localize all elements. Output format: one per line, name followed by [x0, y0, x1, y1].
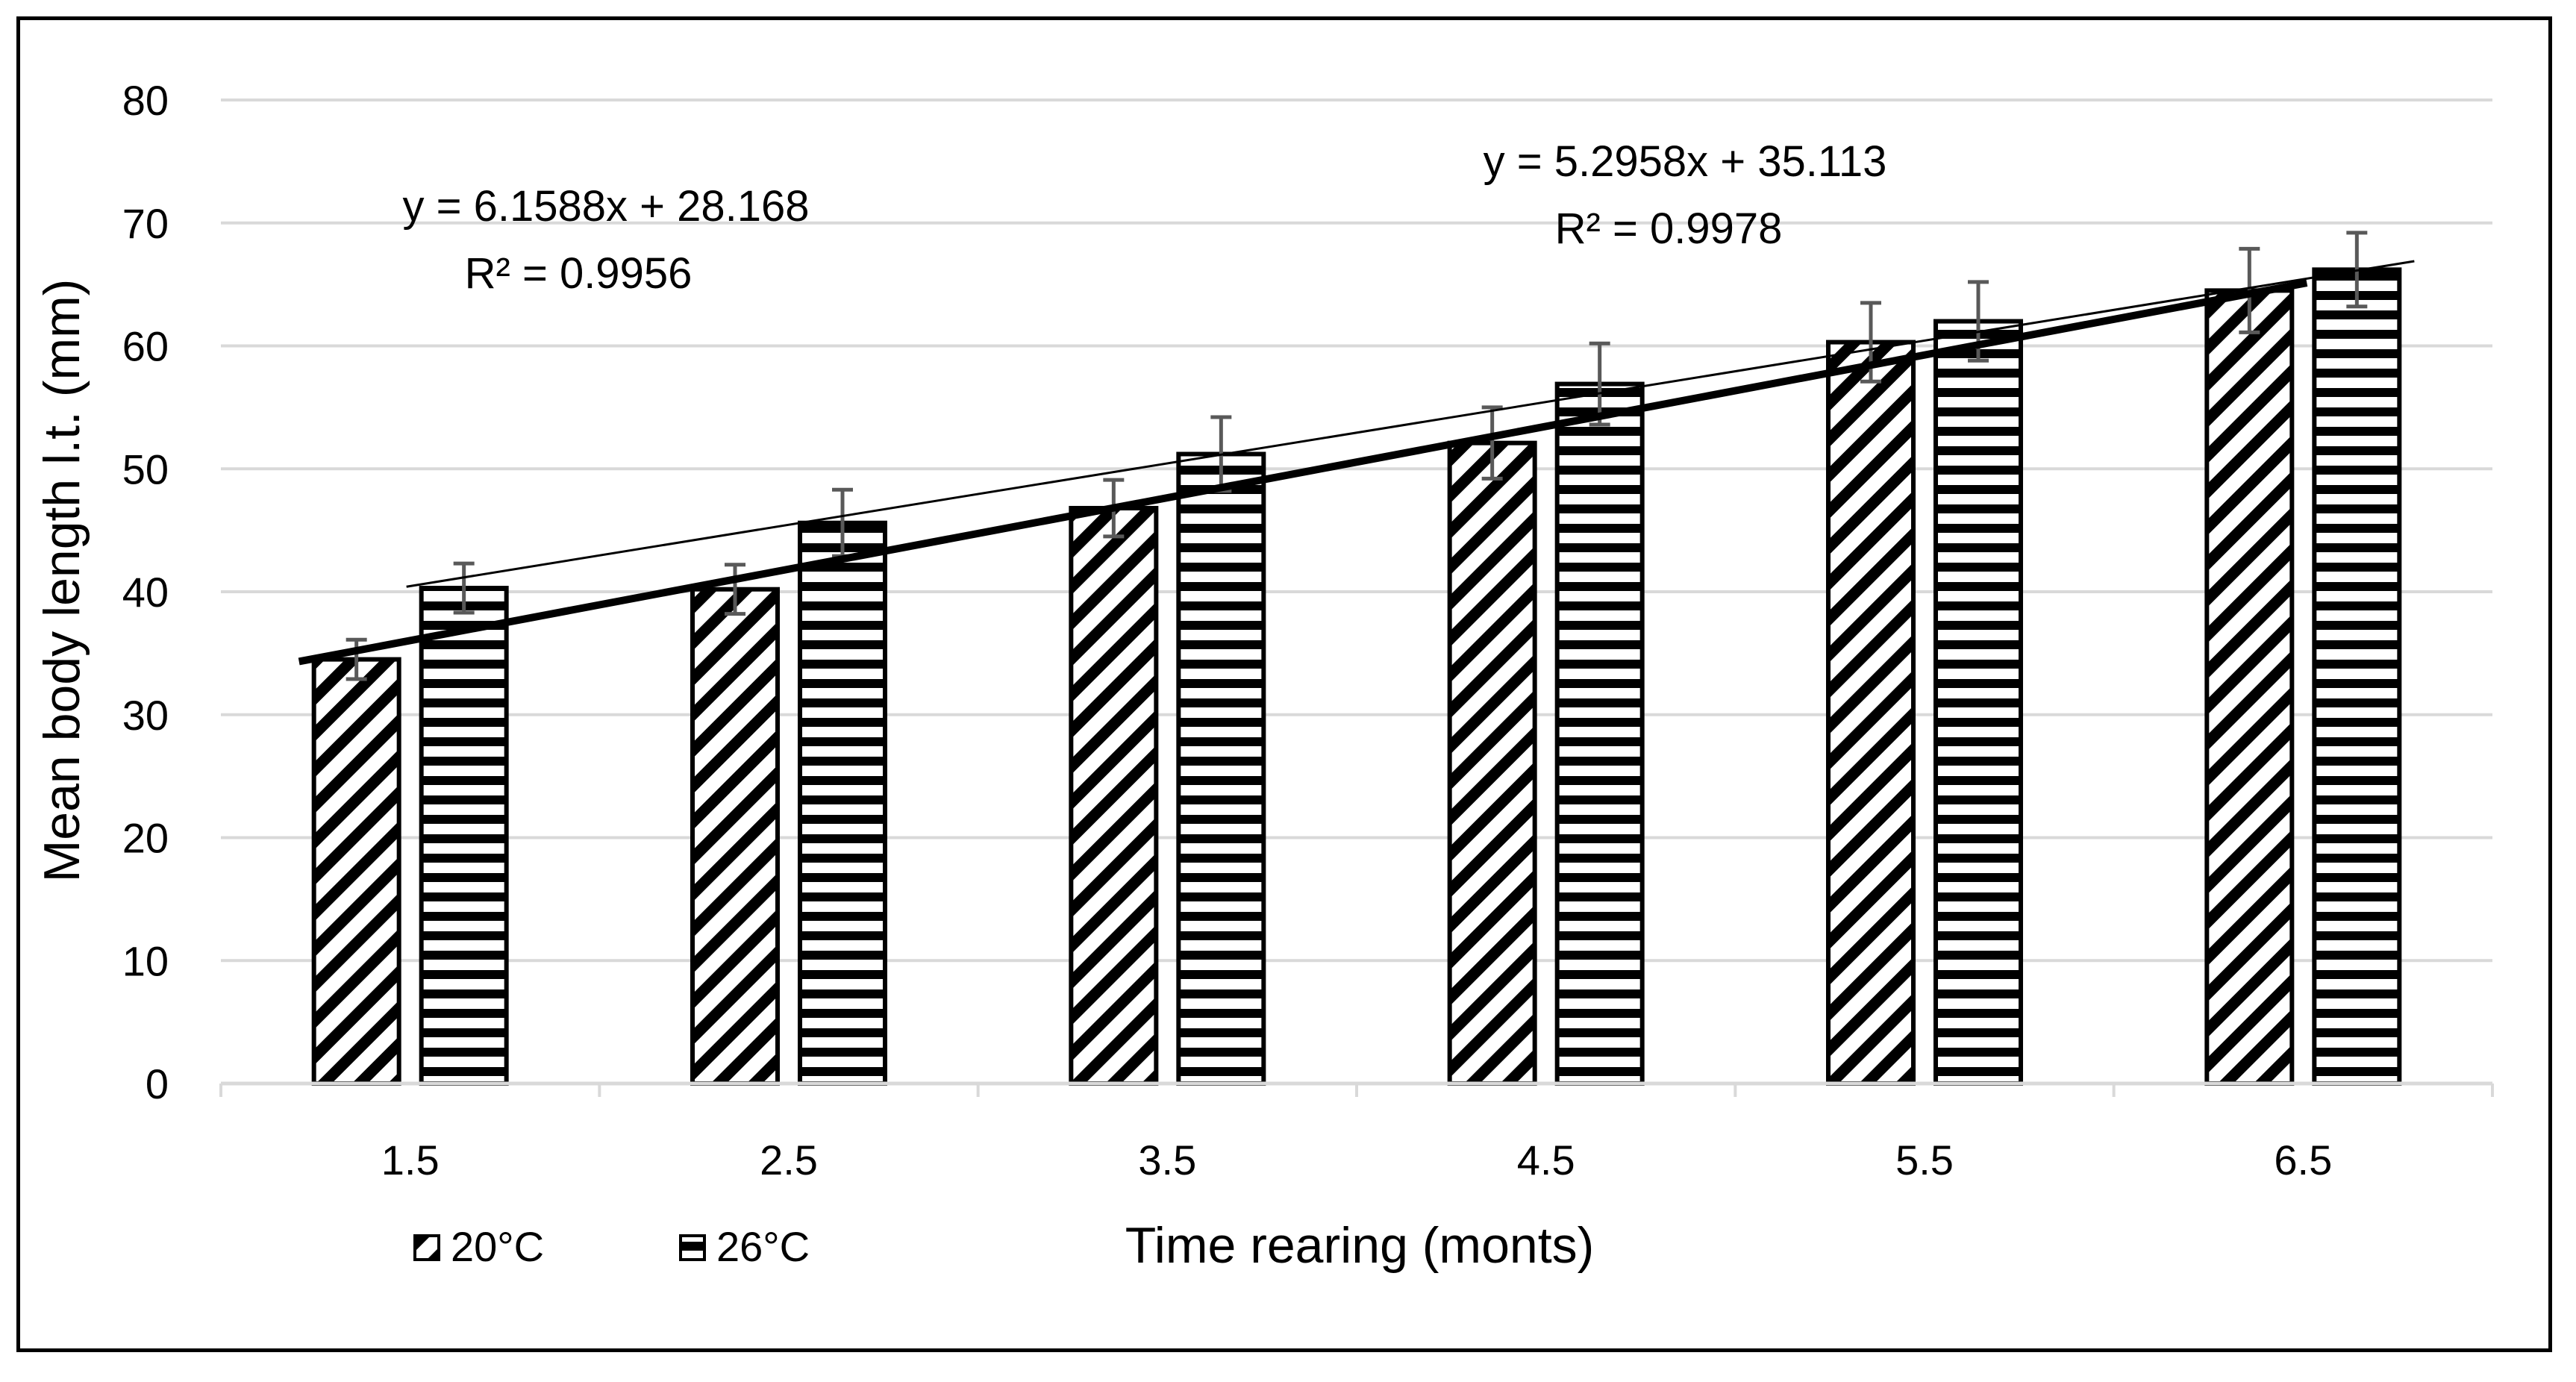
- x-tick-label: 3.5: [1138, 1136, 1196, 1184]
- bar-26C-5.5: [1933, 319, 2023, 1086]
- x-tick-label: 4.5: [1517, 1136, 1575, 1184]
- legend-label-26c: 26°C: [716, 1223, 810, 1270]
- bar-26C-3.5: [1176, 451, 1266, 1086]
- trendline-r2-2: R² = 0.9978: [1555, 204, 1783, 253]
- bar-20C-5.5: [1826, 340, 1916, 1086]
- legend: 20°C 26°C: [413, 1223, 810, 1270]
- y-tick-label: 40: [122, 569, 169, 616]
- x-tick-label: 2.5: [760, 1136, 818, 1184]
- trendline-r2-1: R² = 0.9956: [465, 249, 693, 298]
- y-tick-label: 80: [122, 77, 169, 124]
- bar-26C-1.5: [419, 586, 509, 1086]
- y-axis-ticks: 0 10 20 30 40 50 60 70 80: [122, 77, 169, 1107]
- y-tick-label: 30: [122, 692, 169, 739]
- bar-20C-3.5: [1069, 505, 1159, 1086]
- trendline-26C: [406, 260, 2415, 588]
- y-axis-title: Mean body length l.t. (mm): [34, 279, 90, 883]
- trendline-20C: [298, 279, 2308, 666]
- x-tick-label: 5.5: [1895, 1136, 1954, 1184]
- y-tick-label: 10: [122, 937, 169, 984]
- bar-20C-6.5: [2204, 288, 2295, 1086]
- x-axis-title: Time rearing (monts): [1125, 1217, 1595, 1274]
- bar-20C-2.5: [690, 587, 780, 1086]
- bar-20C-4.5: [1447, 440, 1537, 1086]
- trendline-equation-1: y = 6.1588x + 28.168: [403, 182, 810, 231]
- trendline-equation-2: y = 5.2958x + 35.113: [1484, 137, 1887, 186]
- gridlines: [221, 99, 2492, 963]
- bar-20C-1.5: [311, 657, 401, 1086]
- y-tick-label: 20: [122, 815, 169, 862]
- x-tick-label: 6.5: [2274, 1136, 2332, 1184]
- x-axis-ticks: 1.5 2.5 3.5 4.5 5.5 6.5: [381, 1136, 2333, 1184]
- x-axis: [219, 1081, 2494, 1097]
- bar-26C-2.5: [798, 520, 887, 1086]
- bar-26C-4.5: [1554, 381, 1645, 1086]
- y-tick-label: 0: [146, 1060, 169, 1107]
- bar-26C-6.5: [2312, 267, 2402, 1086]
- trendlines: [298, 260, 2415, 666]
- y-tick-label: 50: [122, 445, 169, 493]
- legend-swatch-26c: [679, 1234, 706, 1261]
- legend-label-20c: 20°C: [451, 1223, 544, 1270]
- bars: [311, 267, 2402, 1086]
- legend-swatch-20c: [413, 1234, 440, 1261]
- y-tick-label: 70: [122, 200, 169, 247]
- y-tick-label: 60: [122, 323, 169, 370]
- error-bars: [346, 231, 2368, 681]
- x-tick-label: 1.5: [381, 1136, 440, 1184]
